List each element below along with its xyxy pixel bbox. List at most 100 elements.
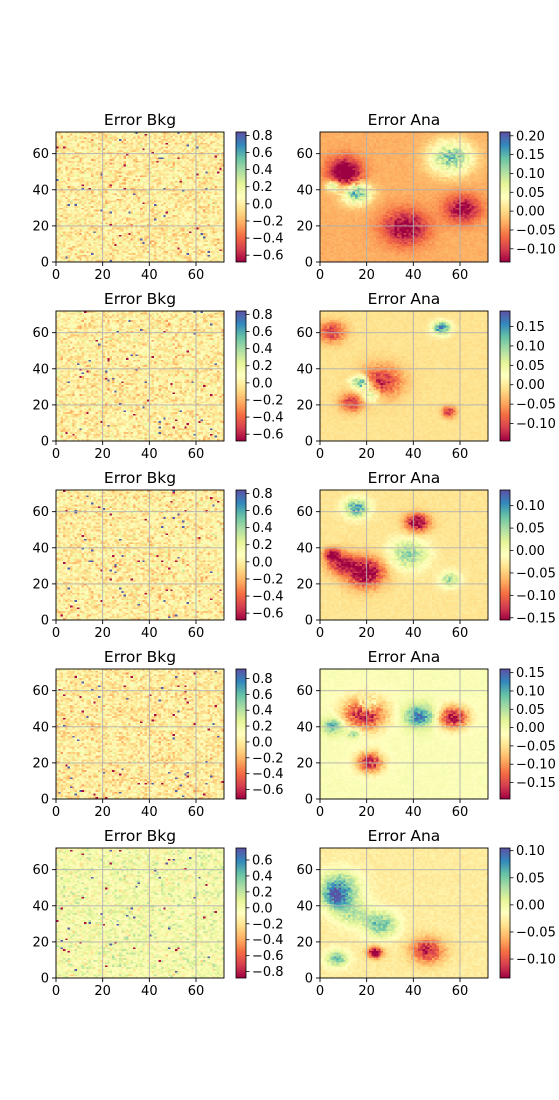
colorbar-tick-label: −0.4 [252, 933, 284, 948]
colorbar-tick-label: 0.6 [252, 853, 273, 868]
panel-5: Error Bkg 0 20 40 60 0 20 40 60 0.8 0.6 0.4 0.2 0.0 −0… [32, 469, 283, 641]
y-tick-label: 0 [41, 435, 49, 450]
colorbar-tick-label: 0.0 [252, 376, 273, 391]
colorbar-tick-label: −0.4 [252, 232, 284, 247]
colorbar-tick-label: 0.2 [252, 885, 273, 900]
heatmap-image [56, 490, 224, 620]
colorbar-tick-label: −0.10 [516, 758, 556, 773]
heatmap-image [56, 311, 224, 441]
colorbar-tick-label: 0.2 [252, 180, 273, 195]
panel-title: Error Bkg [104, 290, 176, 308]
axes-frame [319, 668, 489, 800]
x-tick-label: 20 [94, 447, 111, 462]
y-tick-label: 40 [296, 183, 313, 198]
colorbar-tick-label: 0.2 [252, 359, 273, 374]
colorbar-tick-label: −0.10 [516, 417, 556, 432]
y-tick-label: 0 [41, 256, 49, 271]
colorbar-frame [499, 668, 511, 800]
colorbar [236, 132, 246, 262]
x-tick-label: 20 [358, 447, 375, 462]
y-tick-label: 60 [32, 505, 49, 520]
colorbar-tick-label: 0.00 [516, 721, 545, 736]
x-tick-label: 0 [316, 984, 324, 999]
y-tick-label: 20 [32, 935, 49, 950]
colorbar-tick-label: 0.05 [516, 703, 545, 718]
colorbar-tick-label: −0.05 [516, 398, 556, 413]
panel-title: Error Ana [368, 827, 441, 845]
colorbar-tick-label: 0.05 [516, 186, 545, 201]
panel-title: Error Ana [368, 290, 441, 308]
y-tick-label: 60 [296, 326, 313, 341]
panel-title: Error Bkg [104, 827, 176, 845]
y-tick-label: 0 [305, 256, 313, 271]
y-tick-label: 20 [32, 577, 49, 592]
heatmap-image [320, 669, 488, 799]
y-tick-label: 40 [32, 720, 49, 735]
colorbar-tick-label: −0.10 [516, 242, 556, 257]
heatmap-image [320, 311, 488, 441]
colorbar-tick-label: −0.10 [516, 589, 556, 604]
axes-frame [319, 310, 489, 442]
x-tick-label: 40 [141, 984, 158, 999]
y-tick-label: 0 [305, 614, 313, 629]
x-tick-label: 40 [141, 626, 158, 641]
x-tick-label: 40 [405, 984, 422, 999]
y-tick-label: 60 [32, 326, 49, 341]
colorbar-tick-label: −0.6 [252, 949, 284, 964]
axes-frame [319, 489, 489, 621]
colorbar-tick-label: −0.6 [252, 607, 284, 622]
colorbar-tick-label: 0.15 [516, 148, 545, 163]
colorbar-tick-label: 0.8 [252, 487, 273, 502]
x-tick-label: 20 [358, 268, 375, 283]
y-tick-label: 40 [296, 899, 313, 914]
colorbar-tick-label: 0.00 [516, 378, 545, 393]
x-tick-label: 60 [452, 268, 469, 283]
y-tick-label: 20 [32, 219, 49, 234]
x-tick-label: 0 [52, 447, 60, 462]
axes-frame [55, 310, 225, 442]
colorbar-tick-label: 0.4 [252, 869, 273, 884]
y-tick-label: 60 [296, 505, 313, 520]
x-tick-label: 60 [188, 447, 205, 462]
colorbar-tick-label: 0.8 [252, 672, 273, 687]
x-tick-label: 0 [316, 626, 324, 641]
x-tick-label: 20 [94, 805, 111, 820]
colorbar-tick-label: 0.15 [516, 320, 545, 335]
colorbar [236, 669, 246, 799]
colorbar-tick-label: 0.0 [252, 735, 273, 750]
x-tick-label: 60 [452, 984, 469, 999]
colorbar-frame [499, 489, 511, 621]
colorbar [236, 311, 246, 441]
x-tick-label: 20 [94, 268, 111, 283]
colorbar-frame [235, 668, 247, 800]
colorbar-tick-label: −0.4 [252, 411, 284, 426]
x-tick-label: 20 [358, 626, 375, 641]
panel-title: Error Bkg [104, 648, 176, 666]
colorbar-tick-label: 0.4 [252, 704, 273, 719]
colorbar-tick-label: 0.10 [516, 167, 545, 182]
colorbar-tick-label: 0.6 [252, 688, 273, 703]
x-tick-label: 60 [452, 626, 469, 641]
colorbar-frame [499, 310, 511, 442]
axes-frame [55, 668, 225, 800]
y-tick-label: 60 [296, 147, 313, 162]
colorbar-tick-label: −0.05 [516, 739, 556, 754]
y-tick-label: 0 [305, 435, 313, 450]
colorbar-tick-label: −0.05 [516, 223, 556, 238]
colorbar-tick-label: 0.4 [252, 163, 273, 178]
colorbar-tick-label: 0.10 [516, 844, 545, 859]
panel-4: Error Ana 0 20 40 60 0 20 40 60 0.15 0.10 0.05 0.00 −… [296, 290, 555, 462]
x-tick-label: 40 [405, 805, 422, 820]
panel-6: Error Ana 0 20 40 60 0 20 40 60 0.10 0.05 0.00 −0.05… [296, 469, 555, 641]
panel-title: Error Bkg [104, 111, 176, 129]
x-tick-label: 40 [141, 268, 158, 283]
colorbar-tick-label: 0.6 [252, 504, 273, 519]
colorbar-tick-label: 0.20 [516, 129, 545, 144]
y-tick-label: 40 [296, 541, 313, 556]
colorbar [500, 311, 510, 441]
colorbar-tick-label: 0.4 [252, 342, 273, 357]
y-tick-label: 40 [32, 362, 49, 377]
y-tick-label: 20 [296, 219, 313, 234]
